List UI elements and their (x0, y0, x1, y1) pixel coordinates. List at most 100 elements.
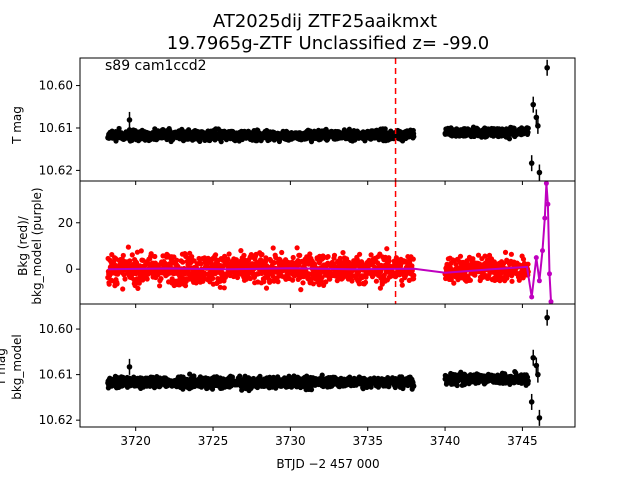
data-point (225, 256, 231, 262)
data-point (174, 257, 180, 263)
y-tick-label: 10.60 (39, 322, 73, 336)
data-point (467, 277, 473, 283)
data-point (138, 248, 144, 254)
bkg-model-point (542, 215, 548, 221)
data-point (399, 282, 405, 288)
bkg-model-point (529, 294, 535, 300)
y-axis-label-mid-line-1: Bkg (red)/ (16, 215, 30, 276)
data-point (528, 160, 535, 166)
data-point (386, 258, 392, 264)
x-tick-label: 3740 (430, 434, 461, 448)
data-point (217, 284, 223, 290)
data-point (144, 276, 150, 282)
panel-tmag: 10.60 10.61 10.62 (39, 57, 576, 185)
data-point (271, 260, 277, 266)
data-point (516, 277, 522, 283)
data-point (270, 245, 276, 251)
data-point (411, 272, 417, 278)
data-point (210, 275, 216, 281)
data-point (263, 285, 270, 291)
data-point (106, 281, 112, 287)
data-point (509, 278, 515, 284)
bkg-model-point (545, 201, 551, 207)
axes-frame (79, 180, 576, 305)
data-point (212, 137, 218, 143)
title-line-1: AT2025dij ZTF25aaikmxt (213, 11, 437, 32)
data-point (508, 251, 514, 257)
data-point (150, 374, 156, 380)
data-point (373, 278, 379, 284)
y-tick-label: 20 (58, 216, 73, 230)
data-point (198, 261, 204, 267)
data-point (148, 251, 154, 257)
data-point (340, 250, 346, 256)
x-tick-label: 3735 (352, 434, 383, 448)
data-point (363, 274, 369, 280)
data-point (158, 276, 164, 282)
x-axis-label: BTJD −2 457 000 (276, 457, 379, 471)
data-point (238, 248, 244, 254)
data-point (300, 280, 306, 286)
data-point (530, 354, 537, 361)
data-point (134, 249, 140, 255)
data-point (454, 382, 460, 389)
data-point (544, 64, 550, 71)
data-point (204, 263, 210, 269)
axes-frame (79, 57, 576, 182)
data-point (180, 259, 186, 265)
data-point (263, 255, 269, 261)
data-point (327, 276, 333, 282)
data-point (453, 261, 459, 268)
data-point (319, 372, 325, 378)
data-point (530, 101, 537, 108)
data-point (298, 287, 304, 293)
data-point (411, 134, 417, 140)
bkg-model-point (547, 271, 552, 277)
y-tick-label: 10.62 (39, 163, 73, 177)
data-point (122, 276, 128, 282)
y-tick-label: 10.61 (39, 121, 73, 135)
data-point (140, 257, 146, 263)
bkg-model-point (540, 248, 545, 254)
data-point (377, 285, 383, 291)
y-tick-label: 10.61 (39, 368, 73, 382)
data-point (482, 253, 488, 259)
data-point (528, 399, 535, 405)
bkg-model-point (543, 180, 549, 186)
data-point (157, 283, 163, 289)
data-point (197, 138, 203, 144)
data-point (359, 260, 365, 266)
data-point (125, 244, 131, 250)
data-point (237, 373, 243, 379)
data-point (221, 285, 227, 291)
data-point (239, 387, 245, 393)
data-point (323, 279, 329, 285)
data-point (297, 252, 303, 258)
data-point (234, 274, 241, 281)
data-point (411, 383, 417, 389)
panel-tmag-bkg-model: 10.60 10.61 10.62 3720 3725 3730 3735 3740 3745 (39, 303, 576, 448)
data-point (135, 285, 141, 291)
bkg-model-point (533, 255, 539, 261)
data-point (502, 249, 509, 255)
data-point (279, 249, 285, 256)
data-point (325, 254, 331, 260)
data-point (536, 415, 543, 421)
data-point (525, 125, 531, 131)
data-point (290, 277, 296, 283)
title-line-2: 19.7965g-ZTF Unclassified z= -99.0 (167, 33, 489, 54)
data-point (213, 252, 219, 258)
data-point (129, 137, 135, 143)
bkg-model-point (548, 299, 554, 305)
data-point (259, 251, 265, 258)
data-point (116, 125, 122, 132)
data-point (525, 129, 531, 135)
data-point (384, 246, 390, 252)
data-point (307, 251, 313, 257)
y-axis-label-top: T mag (10, 106, 24, 145)
data-point (129, 252, 135, 258)
data-point (470, 256, 476, 262)
data-point (506, 136, 513, 142)
data-point (331, 252, 338, 258)
